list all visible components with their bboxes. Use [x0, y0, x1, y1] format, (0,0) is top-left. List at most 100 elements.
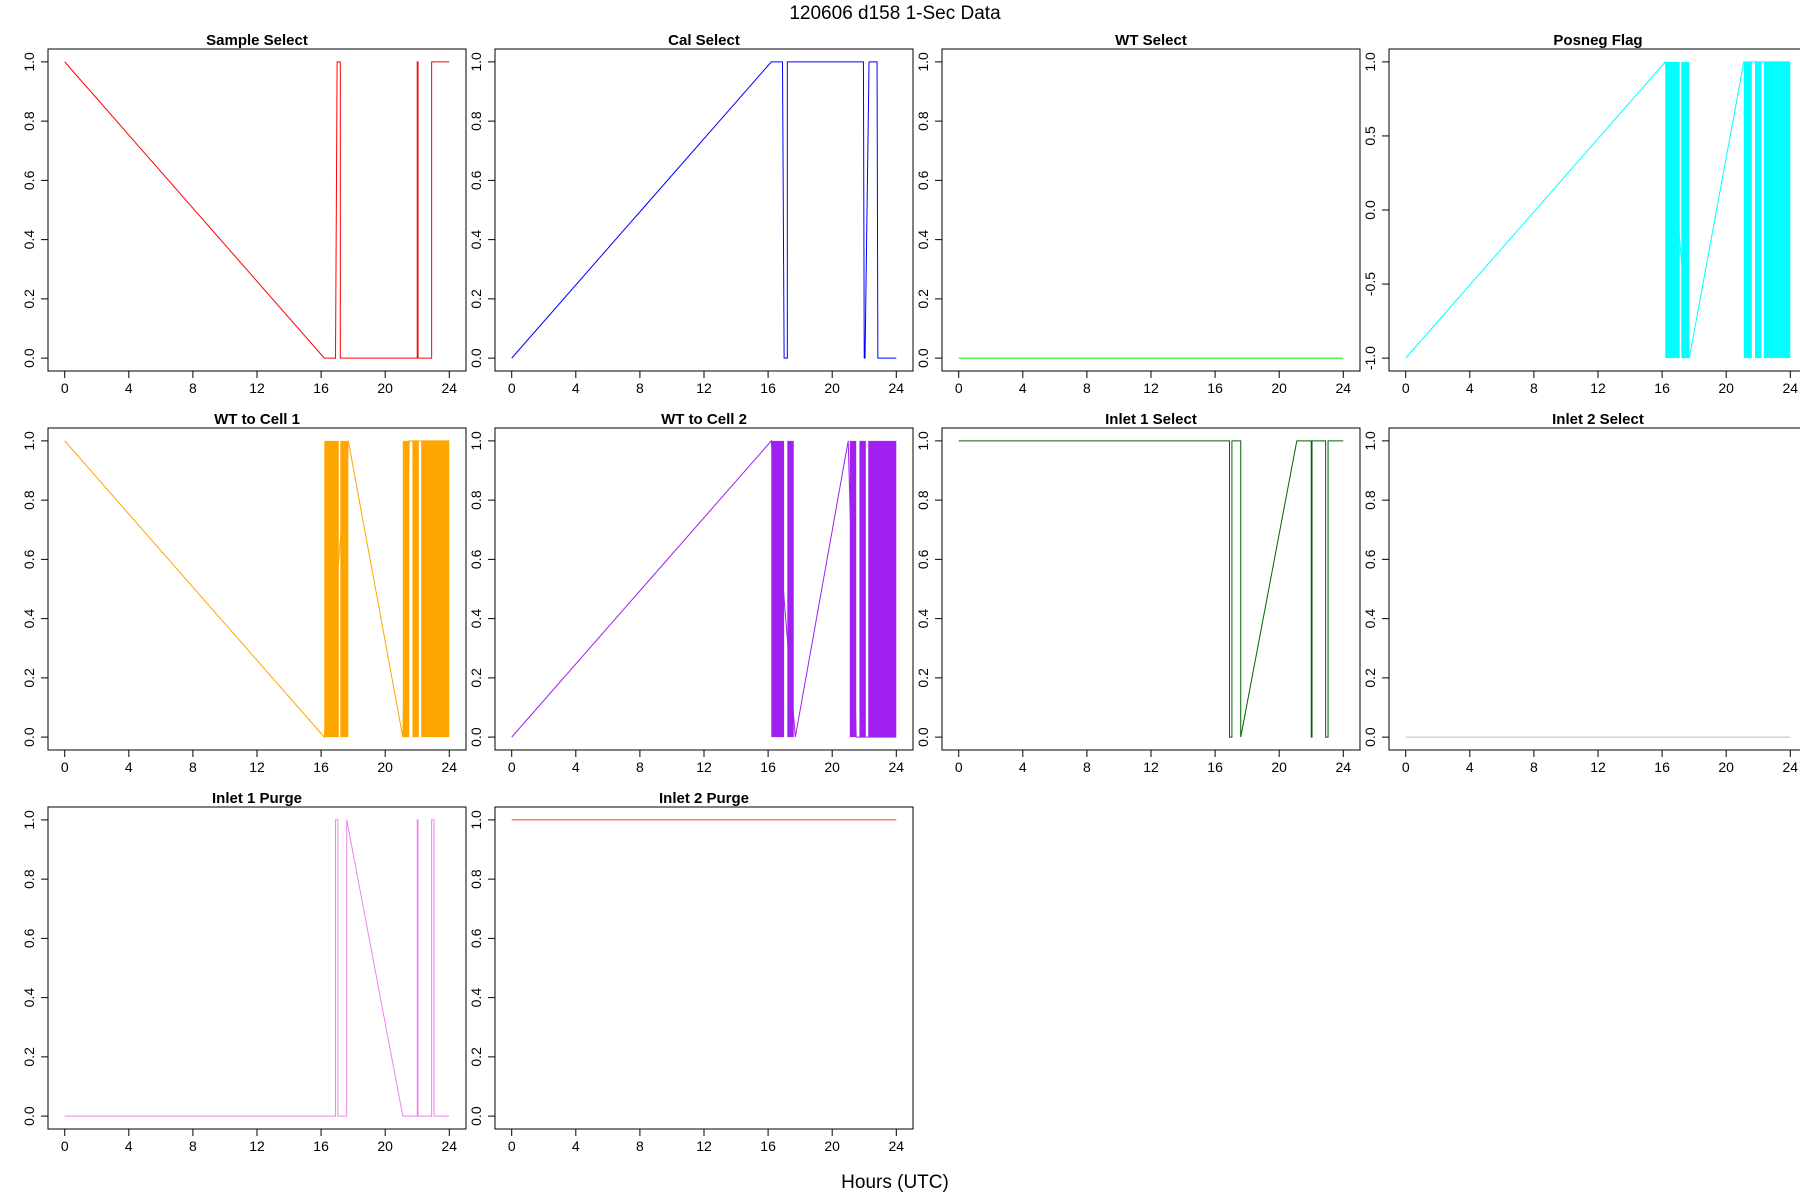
- x-tick-label: 8: [636, 380, 644, 396]
- panel-title: Inlet 2 Select: [1552, 411, 1644, 428]
- x-tick-label: 24: [888, 380, 904, 396]
- y-tick-label: 0.2: [915, 668, 931, 688]
- x-tick-label: 4: [125, 380, 133, 396]
- y-tick-label: 0.2: [21, 668, 37, 688]
- x-tick-label: 4: [1466, 380, 1474, 396]
- x-tick-label: 20: [377, 380, 393, 396]
- y-tick-label: 0.2: [468, 668, 484, 688]
- x-tick-label: 20: [377, 1138, 393, 1154]
- x-tick-label: 12: [1143, 759, 1159, 775]
- series-line: [958, 440, 1344, 738]
- x-tick-label: 4: [572, 759, 580, 775]
- y-tick-label: 1.0: [1362, 52, 1378, 72]
- series-line: [64, 61, 450, 359]
- x-tick-label: 20: [1271, 759, 1287, 775]
- x-tick-label: 24: [1335, 380, 1351, 396]
- series-line: [1405, 60, 1791, 359]
- x-tick-label: 24: [441, 380, 457, 396]
- y-tick-label: 0.6: [915, 549, 931, 569]
- x-tick-label: 20: [1718, 759, 1734, 775]
- switching-band: [849, 440, 857, 738]
- x-tick-label: 24: [1335, 759, 1351, 775]
- y-tick-label: 0.2: [1362, 668, 1378, 688]
- plot-frame: [941, 427, 1361, 751]
- x-tick-label: 16: [313, 1138, 329, 1154]
- x-tick-label: 8: [1083, 759, 1091, 775]
- y-tick-label: 1.0: [468, 52, 484, 72]
- x-tick-label: 20: [1271, 380, 1287, 396]
- y-tick-label: 0.4: [468, 988, 484, 1008]
- x-tick-label: 16: [1654, 759, 1670, 775]
- y-tick-label: 0.8: [468, 869, 484, 889]
- x-tick-label: 4: [1019, 759, 1027, 775]
- y-tick-label: 0.2: [21, 289, 37, 309]
- x-tick-label: 12: [1143, 380, 1159, 396]
- series-line: [511, 439, 897, 738]
- x-tick-label: 0: [508, 380, 516, 396]
- y-tick-label: 0.0: [915, 348, 931, 368]
- switching-band: [771, 440, 785, 738]
- y-tick-label: 0.8: [915, 490, 931, 510]
- y-tick-label: 0.0: [468, 1106, 484, 1126]
- plot-frame: [494, 48, 914, 372]
- plot-frame: [1388, 48, 1800, 372]
- y-tick-label: -1.0: [1362, 346, 1378, 370]
- y-tick-label: 0.8: [21, 869, 37, 889]
- panel-title: Inlet 2 Purge: [659, 790, 749, 807]
- x-tick-label: 4: [572, 1138, 580, 1154]
- panel-title: WT Select: [1115, 32, 1187, 49]
- switching-band: [1755, 61, 1762, 359]
- x-tick-label: 12: [696, 759, 712, 775]
- switching-band: [859, 440, 866, 738]
- y-tick-label: 0.4: [21, 230, 37, 250]
- x-tick-label: 20: [824, 759, 840, 775]
- y-tick-label: 0.4: [468, 230, 484, 250]
- x-tick-label: 12: [696, 380, 712, 396]
- y-tick-label: 0.6: [468, 549, 484, 569]
- x-tick-label: 16: [313, 759, 329, 775]
- plot-frame: [494, 806, 914, 1130]
- x-tick-label: 16: [760, 1138, 776, 1154]
- y-tick-label: 1.0: [21, 810, 37, 830]
- y-tick-label: 0.2: [468, 1047, 484, 1067]
- panel-grid: Sample Select 0 4 8 12 16 20 24 0.0 0.2 0.4 0.6 0.8 1…: [21, 32, 1800, 1154]
- x-tick-label: 12: [249, 1138, 265, 1154]
- x-tick-label: 20: [1718, 380, 1734, 396]
- switching-band: [412, 440, 419, 738]
- y-tick-label: 1.0: [468, 431, 484, 451]
- x-tick-label: 0: [955, 759, 963, 775]
- x-tick-label: 24: [441, 759, 457, 775]
- y-tick-label: 0.0: [21, 348, 37, 368]
- y-tick-label: 1.0: [468, 810, 484, 830]
- y-tick-label: 0.6: [1362, 549, 1378, 569]
- panel-sample-select: Sample Select 0 4 8 12 16 20 24 0.0 0.2 0.4 0.6 0.8 1…: [21, 32, 467, 396]
- y-tick-label: 0.8: [468, 111, 484, 131]
- y-tick-label: 0.0: [1362, 727, 1378, 747]
- panel-title: Inlet 1 Purge: [212, 790, 302, 807]
- x-tick-label: 16: [760, 380, 776, 396]
- x-tick-label: 8: [1530, 759, 1538, 775]
- switching-band: [340, 440, 349, 738]
- x-tick-label: 12: [249, 380, 265, 396]
- x-tick-label: 8: [636, 1138, 644, 1154]
- x-tick-label: 0: [61, 1138, 69, 1154]
- switching-band: [787, 440, 794, 738]
- y-tick-label: 0.4: [21, 609, 37, 629]
- switching-band: [1665, 61, 1680, 359]
- y-tick-label: 0.2: [468, 289, 484, 309]
- x-tick-label: 24: [888, 1138, 904, 1154]
- y-tick-label: 0.4: [915, 609, 931, 629]
- panel-wt-to-cell-2: WT to Cell 2 0 4 8 12 16 20 24 0.0 0.2 0.4 0.6 0.8 1.…: [468, 411, 914, 775]
- x-tick-label: 0: [508, 1138, 516, 1154]
- y-tick-label: 1.0: [21, 52, 37, 72]
- x-tick-label: 20: [377, 759, 393, 775]
- y-tick-label: 0.8: [915, 111, 931, 131]
- y-tick-label: 1.0: [1362, 431, 1378, 451]
- x-tick-label: 16: [1207, 759, 1223, 775]
- x-tick-label: 4: [125, 759, 133, 775]
- plot-frame: [47, 806, 467, 1130]
- x-tick-label: 8: [636, 759, 644, 775]
- x-axis-label: Hours (UTC): [841, 1172, 949, 1193]
- x-tick-label: 0: [508, 759, 516, 775]
